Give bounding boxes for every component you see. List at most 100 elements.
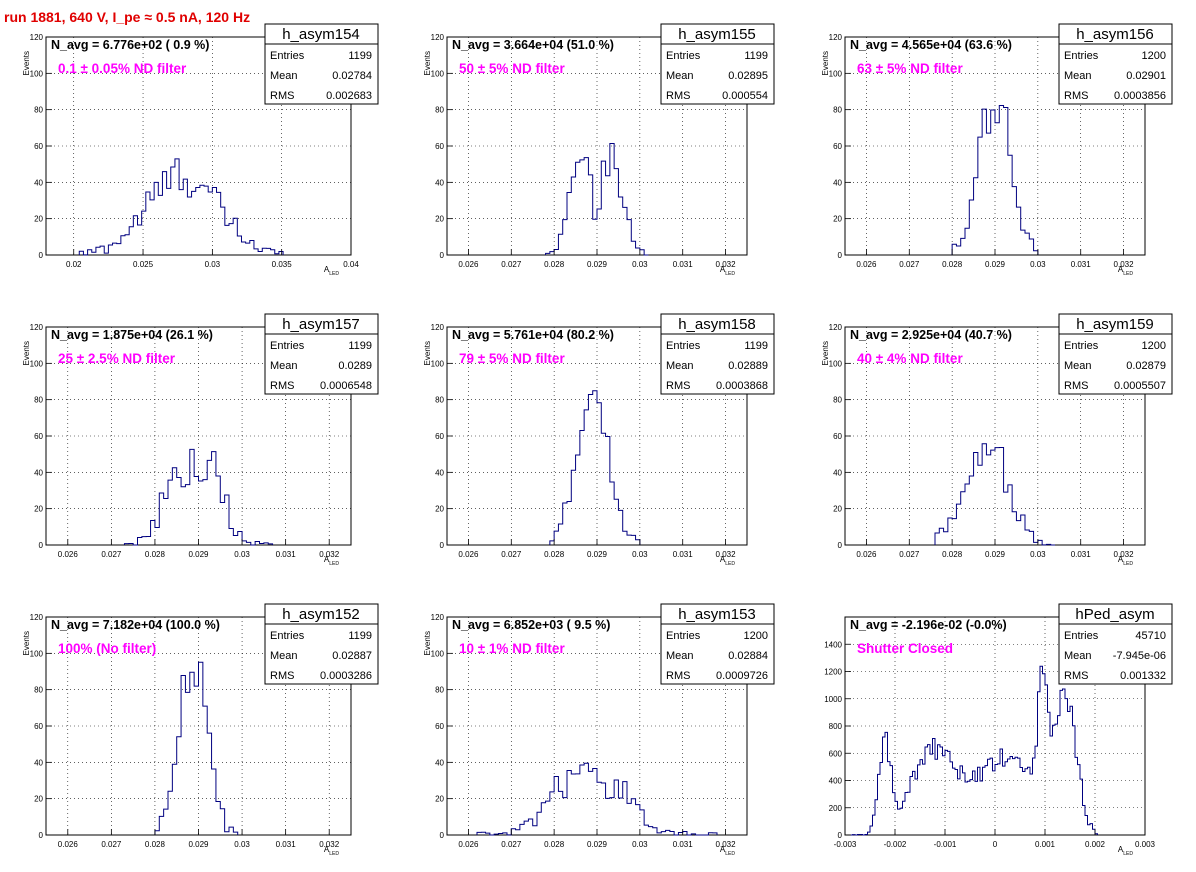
- y-tick-label: 80: [435, 106, 444, 115]
- y-tick-label: 40: [34, 758, 43, 767]
- x-tick-label: 0.028: [145, 550, 166, 559]
- stats-mean-value: 0.0289: [338, 360, 372, 372]
- x-axis-label: ALED: [1118, 265, 1133, 277]
- x-tick-label: 0.028: [942, 260, 963, 269]
- y-tick-label: 40: [435, 178, 444, 187]
- x-axis-label: ALED: [720, 845, 735, 857]
- x-axis-label: ALED: [324, 555, 339, 567]
- x-tick-label: 0.031: [276, 550, 297, 559]
- stats-mean-value: 0.02784: [332, 70, 372, 82]
- y-tick-label: 1200: [824, 668, 842, 677]
- y-tick-label: 0: [440, 541, 445, 550]
- stats-hist-name: hPed_asym: [1075, 606, 1154, 623]
- y-tick-label: 60: [34, 142, 43, 151]
- x-axis-label: ALED: [720, 555, 735, 567]
- y-tick-label: 20: [34, 795, 43, 804]
- stats-entries-value: 1200: [744, 630, 768, 642]
- stats-rms-label: RMS: [270, 380, 294, 392]
- y-tick-label: 0: [838, 831, 843, 840]
- x-tick-label: 0.029: [587, 840, 608, 849]
- y-tick-label: 80: [435, 396, 444, 405]
- x-tick-label: 0.031: [673, 260, 694, 269]
- y-tick-label: 0: [440, 831, 445, 840]
- stats-rms-value: 0.0005507: [1114, 380, 1166, 392]
- y-tick-label: 100: [829, 359, 843, 368]
- stats-rms-label: RMS: [1064, 90, 1088, 102]
- x-tick-label: 0.026: [458, 550, 479, 559]
- y-tick-label: 120: [431, 323, 445, 332]
- y-tick-label: 120: [431, 33, 445, 42]
- stats-mean-label: Mean: [1064, 360, 1092, 372]
- y-tick-label: 100: [431, 359, 445, 368]
- run-title: run 1881, 640 V, I_pe ≈ 0.5 nA, 120 Hz: [4, 9, 251, 25]
- x-tick-label: 0.03: [234, 550, 250, 559]
- stats-hist-name: h_asym155: [678, 26, 756, 43]
- x-tick-label: 0.032: [716, 840, 737, 849]
- x-tick-label: 0.031: [673, 550, 694, 559]
- y-axis-label: Events: [821, 341, 830, 365]
- y-tick-label: 200: [829, 804, 843, 813]
- y-tick-label: 40: [833, 178, 842, 187]
- stats-entries-label: Entries: [666, 50, 701, 62]
- x-tick-label: 0.029: [188, 550, 209, 559]
- histogram-panel: 0.026 0.027 0.028 0.029 0.03 0.031 0.032 0 20 40 6…: [22, 313, 379, 567]
- x-tick-label: 0.03: [632, 260, 648, 269]
- filter-label: 10 ± 1% ND filter: [459, 641, 565, 656]
- stats-entries-value: 45710: [1135, 630, 1166, 642]
- x-axis-label: ALED: [720, 265, 735, 277]
- stats-box: [264, 313, 379, 395]
- stats-rms-value: 0.0009726: [716, 670, 768, 682]
- n-avg-label: N_avg = 1.875e+04 (26.1 %): [51, 328, 213, 342]
- y-tick-label: 20: [833, 505, 842, 514]
- stats-rms-value: 0.001332: [1120, 670, 1166, 682]
- y-tick-label: 20: [435, 215, 444, 224]
- stats-rms-label: RMS: [666, 670, 690, 682]
- stats-entries-label: Entries: [1064, 340, 1099, 352]
- filter-label: 100% (No filter): [58, 641, 156, 656]
- y-tick-label: 40: [34, 178, 43, 187]
- n-avg-label: N_avg = 5.761e+04 (80.2 %): [452, 328, 614, 342]
- histogram-line: [549, 390, 641, 545]
- y-axis-label: Events: [423, 341, 432, 365]
- x-tick-label: 0.029: [587, 260, 608, 269]
- y-tick-label: 40: [833, 468, 842, 477]
- stats-hist-name: h_asym152: [282, 606, 360, 623]
- y-tick-label: 120: [829, 33, 843, 42]
- stats-mean-label: Mean: [270, 650, 298, 662]
- y-tick-label: 0: [39, 831, 44, 840]
- stats-mean-value: 0.02901: [1126, 70, 1166, 82]
- x-tick-label: 0.029: [188, 840, 209, 849]
- stats-mean-label: Mean: [1064, 70, 1092, 82]
- x-tick-label: 0.026: [458, 840, 479, 849]
- y-tick-label: 100: [30, 69, 44, 78]
- y-tick-label: 60: [833, 142, 842, 151]
- filter-label: 25 ± 2.5% ND filter: [58, 351, 176, 366]
- filter-label: Shutter Closed: [857, 641, 953, 656]
- x-tick-label: -0.002: [884, 840, 907, 849]
- histogram-line: [154, 661, 239, 835]
- stats-entries-value: 1199: [744, 50, 768, 62]
- histogram-line: [934, 443, 1055, 546]
- x-tick-label: 0.032: [319, 840, 340, 849]
- stats-entries-label: Entries: [666, 630, 701, 642]
- stats-hist-name: h_asym154: [282, 26, 360, 43]
- x-tick-label: 0.026: [58, 550, 79, 559]
- stats-rms-value: 0.002683: [326, 90, 372, 102]
- histogram-panel: 0.026 0.027 0.028 0.029 0.03 0.031 0.032 0 20 40 6…: [821, 313, 1173, 567]
- n-avg-label: N_avg = 7.182e+04 (100.0 %): [51, 618, 220, 632]
- y-axis-label: Events: [423, 51, 432, 75]
- y-tick-label: 20: [34, 215, 43, 224]
- n-avg-label: N_avg = -2.196e-02 (-0.0%): [850, 618, 1007, 632]
- y-tick-label: 20: [833, 215, 842, 224]
- x-tick-label: 0.04: [343, 260, 359, 269]
- histogram-panel: 0.02 0.025 0.03 0.035 0.04 0 20 40 60 80 100 120 Eve…: [22, 23, 379, 277]
- n-avg-label: N_avg = 2.925e+04 (40.7 %): [850, 328, 1012, 342]
- x-tick-label: 0.027: [501, 260, 522, 269]
- x-tick-label: -0.003: [834, 840, 857, 849]
- x-tick-label: 0.029: [587, 550, 608, 559]
- x-tick-label: 0.03: [632, 840, 648, 849]
- histogram-panel: 0.026 0.027 0.028 0.029 0.03 0.031 0.032 0 20 40 6…: [423, 603, 775, 857]
- stats-rms-label: RMS: [270, 670, 294, 682]
- stats-box: [1058, 603, 1173, 685]
